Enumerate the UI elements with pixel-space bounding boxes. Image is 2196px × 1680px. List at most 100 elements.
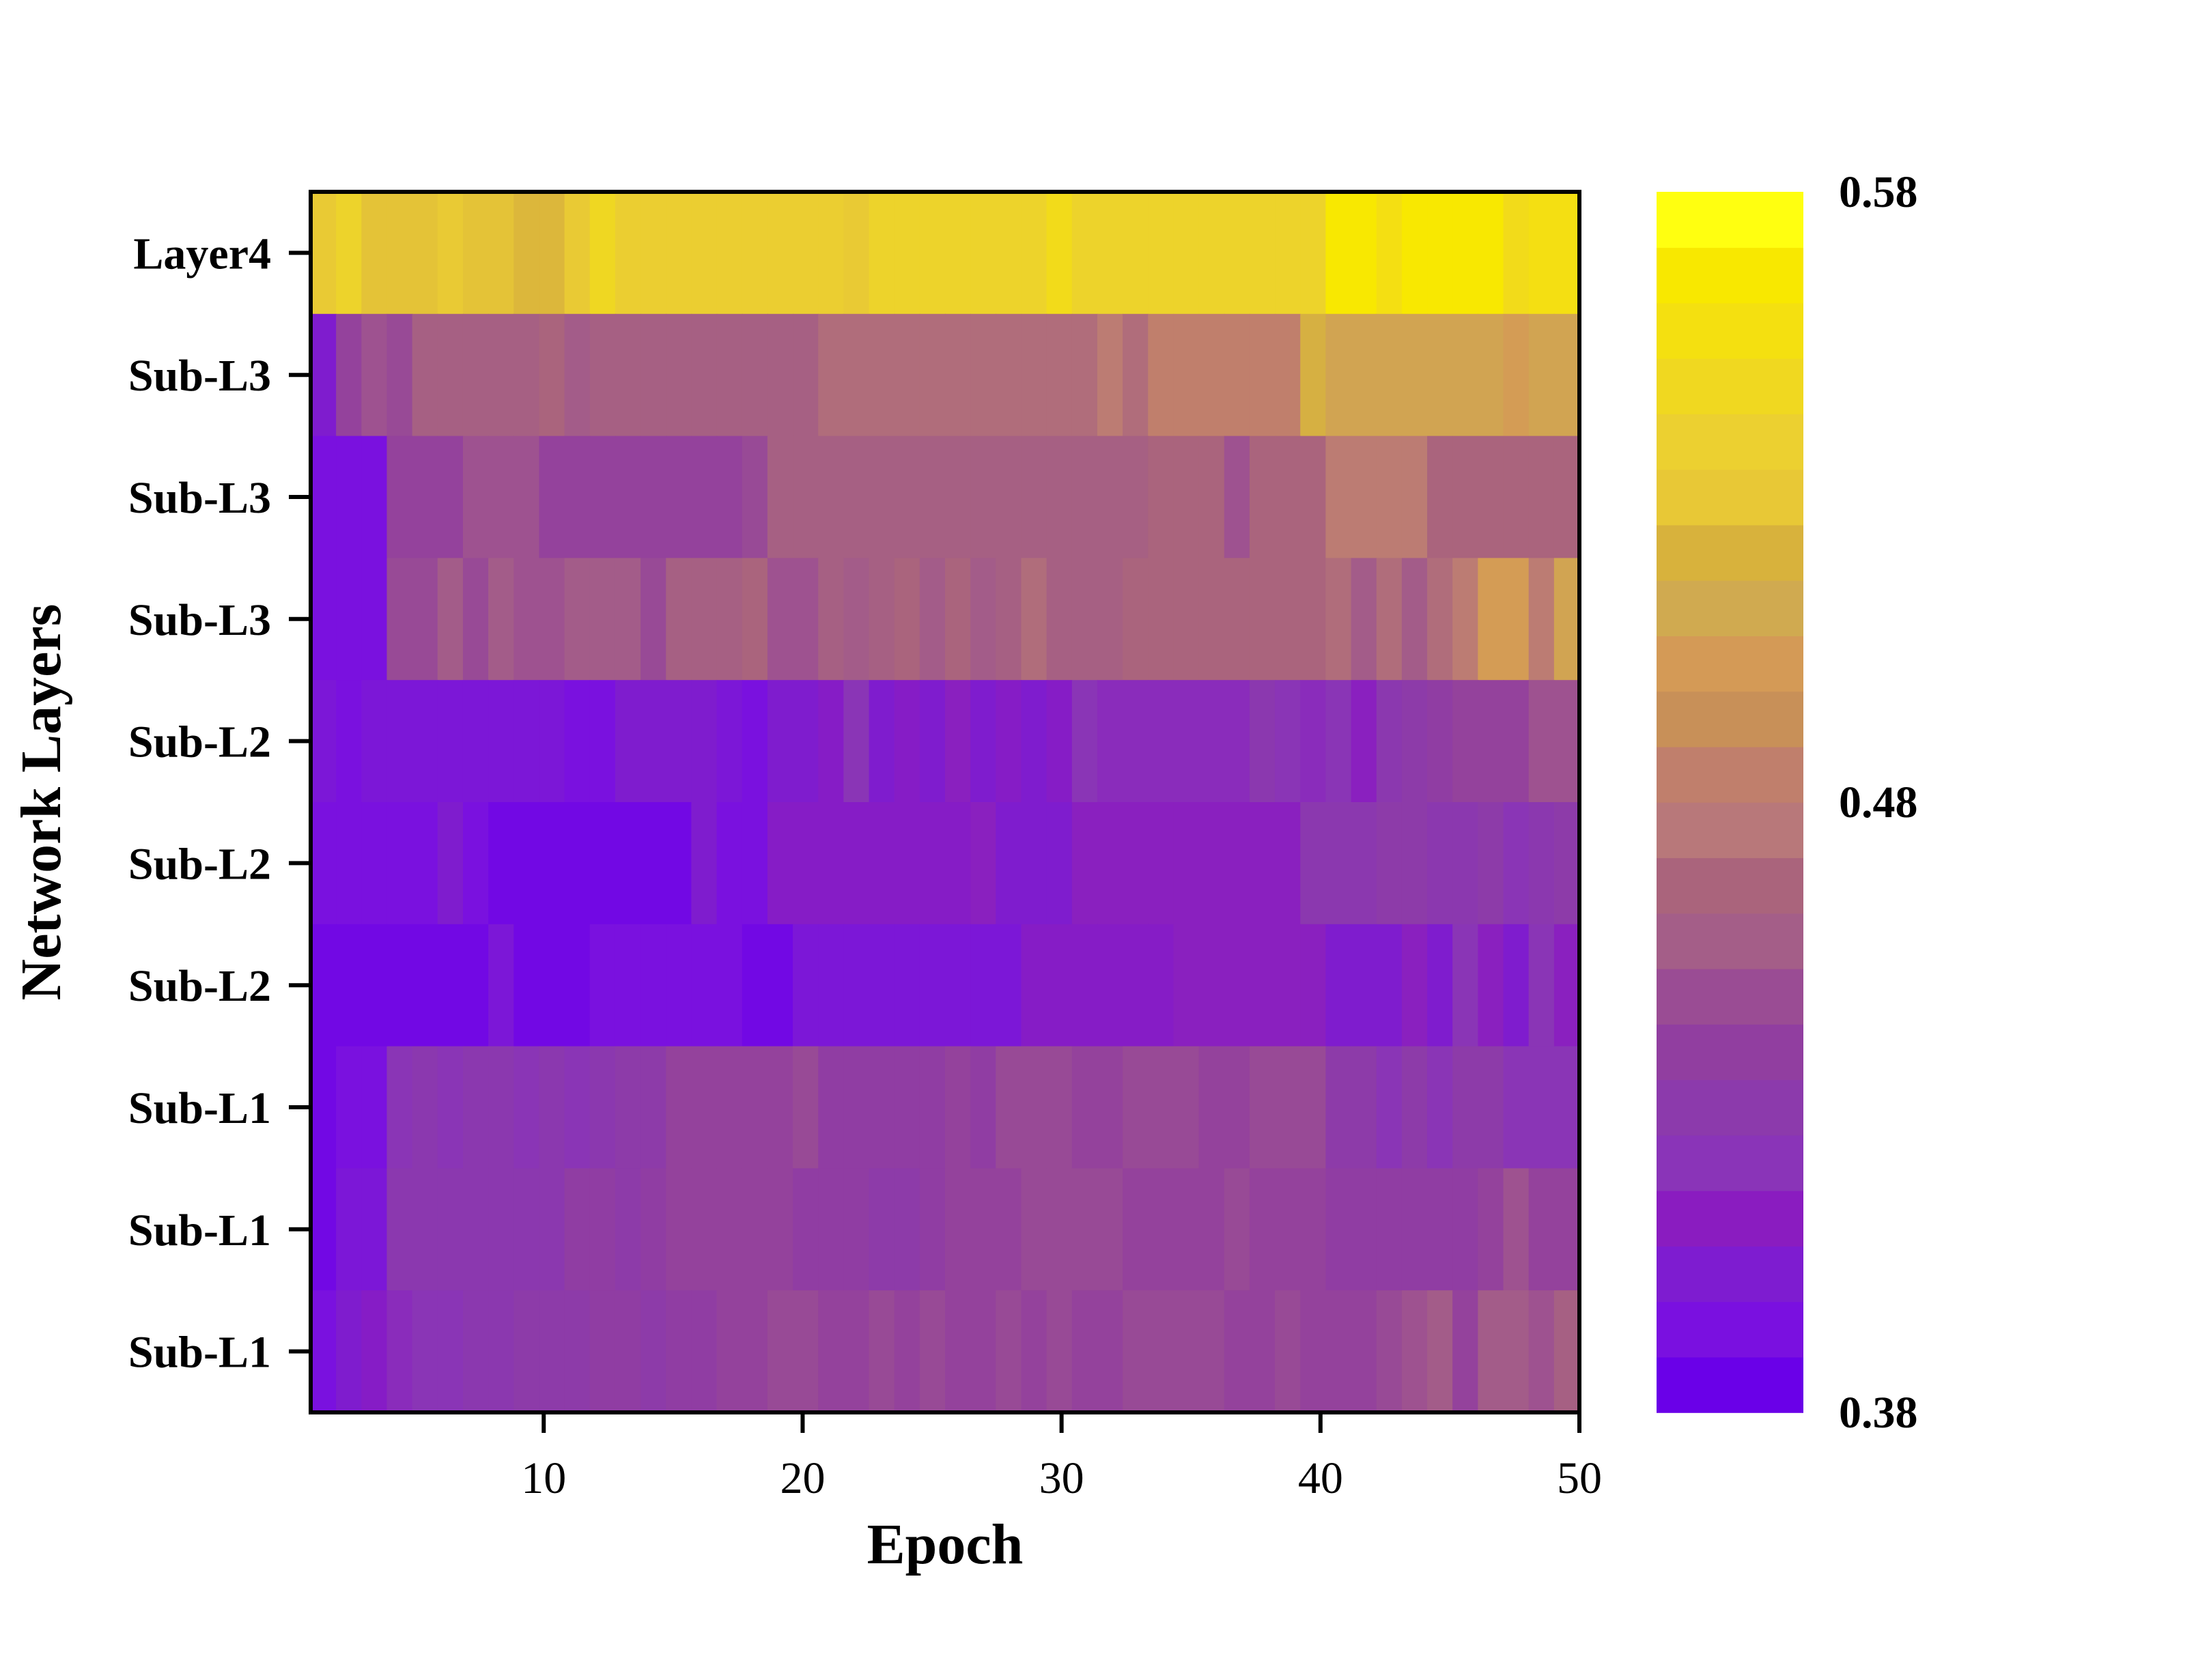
heatmap-cell <box>894 802 920 925</box>
heatmap-cell <box>615 558 641 681</box>
heatmap-cell <box>564 192 591 315</box>
heatmap-cell <box>1071 436 1098 559</box>
heatmap-cell <box>894 1168 920 1291</box>
heatmap-cell <box>336 1290 363 1413</box>
heatmap-cell <box>589 558 616 681</box>
plot-frame <box>309 190 1581 1414</box>
heatmap-cell <box>1376 1168 1403 1291</box>
heatmap-cell <box>1097 924 1123 1047</box>
heatmap-cell <box>539 1168 565 1291</box>
heatmap-cell <box>386 558 413 681</box>
colorbar-band <box>1657 1301 1803 1358</box>
heatmap-cell <box>1249 558 1276 681</box>
heatmap-cell <box>1173 680 1200 803</box>
colorbar-band <box>1657 746 1803 803</box>
heatmap-cell <box>564 680 591 803</box>
heatmap-cell <box>412 558 438 681</box>
heatmap-cell <box>1351 802 1377 925</box>
heatmap-cell <box>666 1290 692 1413</box>
heatmap-cell <box>996 1290 1022 1413</box>
heatmap-cell <box>1325 192 1352 315</box>
heatmap-cell <box>1452 1168 1479 1291</box>
heatmap-cell <box>640 924 667 1047</box>
y-axis-ticks: Layer4 Sub-L3 Sub-L3 Sub-L3 Sub-L2 Sub-L2 Sub-… <box>128 229 311 1378</box>
heatmap-cell <box>1173 1290 1200 1413</box>
heatmap-cell <box>1148 802 1174 925</box>
heatmap-cell <box>843 436 870 559</box>
heatmap-cell <box>1173 192 1200 315</box>
heatmap-cell <box>361 924 388 1047</box>
heatmap-cell <box>894 313 920 437</box>
heatmap-cell <box>513 680 540 803</box>
heatmap-cell <box>1123 802 1149 925</box>
y-axis-label: Network Layers <box>10 604 73 1001</box>
heatmap-cell <box>945 802 971 925</box>
heatmap-cell <box>1021 313 1047 437</box>
heatmap-cell <box>869 1168 895 1291</box>
heatmap-cell <box>1325 1290 1352 1413</box>
heatmap-cell <box>1173 924 1200 1047</box>
heatmap-cell <box>970 313 997 437</box>
heatmap-cell <box>996 192 1022 315</box>
heatmap-cell <box>1224 192 1250 315</box>
heatmap-cell <box>1325 924 1352 1047</box>
heatmap-cell <box>615 1290 641 1413</box>
heatmap-cell <box>1427 802 1453 925</box>
heatmap-cell <box>716 1290 743 1413</box>
heatmap-cell <box>1553 1168 1580 1291</box>
heatmap-cell <box>1300 1168 1327 1291</box>
heatmap-cell <box>1097 436 1123 559</box>
heatmap-cell <box>1376 436 1403 559</box>
heatmap-cell <box>1046 192 1073 315</box>
heatmap-cell <box>1046 313 1073 437</box>
heatmap-cell <box>1351 1290 1377 1413</box>
heatmap-cell <box>1553 192 1580 315</box>
heatmap-cell <box>1198 680 1225 803</box>
heatmap-cell <box>386 1168 413 1291</box>
heatmap-cell <box>1351 436 1377 559</box>
heatmap-cell <box>640 1046 667 1169</box>
heatmap-cell <box>1325 436 1352 559</box>
heatmap-cell <box>894 558 920 681</box>
heatmap-cell <box>412 1290 438 1413</box>
heatmap-cell <box>1478 558 1504 681</box>
heatmap-cell <box>1553 680 1580 803</box>
heatmap-cell <box>336 924 363 1047</box>
heatmap-cell <box>767 1290 793 1413</box>
heatmap-cell <box>437 680 464 803</box>
heatmap-cell <box>1478 192 1504 315</box>
heatmap-cell <box>1198 313 1225 437</box>
heatmap-cell <box>361 802 388 925</box>
heatmap-cell <box>869 1046 895 1169</box>
heatmap-cell <box>1275 1168 1301 1291</box>
heatmap-cell <box>1224 924 1250 1047</box>
heatmap-cell <box>1376 924 1403 1047</box>
colorbar-band <box>1657 1024 1803 1081</box>
heatmap-cell <box>437 436 464 559</box>
heatmap-cell <box>1325 558 1352 681</box>
heatmap-cell <box>894 924 920 1047</box>
x-tick-label: 20 <box>780 1453 825 1503</box>
heatmap-cell <box>666 436 692 559</box>
heatmap-cell <box>1097 192 1123 315</box>
heatmap-cell <box>1021 436 1047 559</box>
heatmap-cell <box>666 192 692 315</box>
heatmap-cell <box>386 192 413 315</box>
heatmap-cell <box>589 192 616 315</box>
heatmap-cell <box>1123 680 1149 803</box>
heatmap-cell <box>1249 313 1276 437</box>
heatmap-cell <box>1376 1290 1403 1413</box>
heatmap-cell <box>1452 924 1479 1047</box>
heatmap-cell <box>386 313 413 437</box>
heatmap-cell <box>767 1168 793 1291</box>
heatmap-cell <box>691 680 718 803</box>
heatmap-cell <box>1275 924 1301 1047</box>
heatmap-cell <box>1224 313 1250 437</box>
heatmap-cell <box>615 1046 641 1169</box>
heatmap-cell <box>437 192 464 315</box>
heatmap-cell <box>1478 436 1504 559</box>
heatmap-cell <box>1046 680 1073 803</box>
heatmap-cell <box>1528 1168 1555 1291</box>
heatmap-cell <box>1401 680 1428 803</box>
heatmap-cell <box>1401 313 1428 437</box>
